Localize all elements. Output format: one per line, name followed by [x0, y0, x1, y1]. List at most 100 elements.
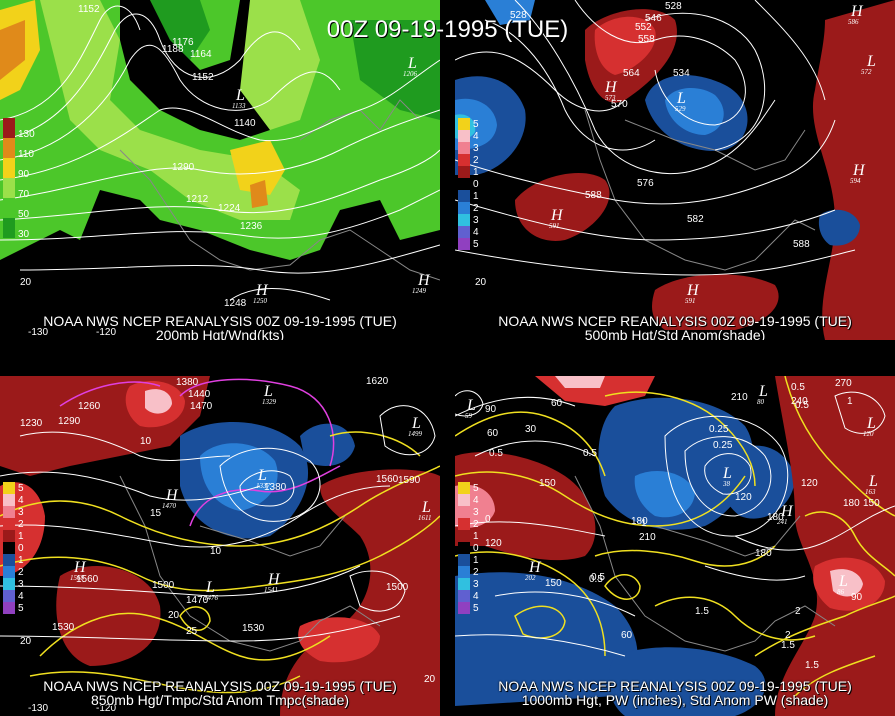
pw-anom-red-east	[775, 376, 895, 716]
contour-label: 1230	[20, 418, 43, 429]
temp-label: 20	[424, 674, 436, 685]
legend-label: 90	[18, 169, 30, 180]
legend-label: 5	[473, 119, 479, 130]
high-low-markers-500: H 573 L 529 H 591 H 591 H 586 L 572 H 59…	[549, 3, 876, 305]
legend-label: 2	[18, 567, 24, 578]
panel-caption-line1: NOAA NWS NCEP REANALYSIS 00Z 09-19-1995 …	[43, 313, 397, 329]
pw-label: 0.5	[589, 574, 603, 585]
high-value: 591	[685, 297, 696, 305]
low-marker: L	[407, 55, 417, 72]
high-value: 1249	[412, 287, 427, 295]
pw-labels-1000: 0.5 0.5 0.25 0.25 0.5 1 1.5 0.5 0.5 1 1.…	[489, 382, 853, 671]
contour-label: 0	[485, 514, 491, 525]
coastline-2	[654, 515, 801, 557]
low-value: 1133	[232, 102, 246, 110]
wind-shade-dark-2	[350, 20, 440, 120]
high-marker: H	[550, 207, 564, 224]
contour-label: 240	[791, 396, 808, 407]
pw-label: 0.5	[791, 382, 805, 393]
legend-label: 3	[18, 507, 24, 518]
legend-label: 1	[473, 191, 479, 202]
contour-label: 1500	[152, 580, 175, 591]
panel-caption-line2: 200mb Hgt/Wnd(kts)	[155, 327, 285, 341]
anom-red-pacific	[515, 172, 610, 241]
high-value: 1250	[253, 297, 268, 305]
contour-label: 1176	[172, 37, 194, 48]
legend-label: 1	[473, 167, 479, 178]
legend-label: 4	[18, 495, 24, 506]
contour-label: 552	[635, 22, 652, 33]
legend-label: 2	[473, 519, 479, 530]
high-value: 594	[850, 177, 861, 185]
high-low-markers-1000: L 59 H 202 L 38 L 80 H 241 L 120 L 86 L …	[465, 383, 878, 596]
contour-label: 180	[767, 512, 784, 523]
legend-label: 2	[473, 155, 479, 166]
legend-label: 4	[473, 591, 479, 602]
low-marker: L	[411, 415, 421, 432]
contour-labels-1000: 90 60 30 150 120 210 180 120 180 150 180…	[485, 378, 880, 641]
height-contours	[0, 5, 440, 301]
low-marker: L	[205, 579, 215, 596]
contour-label: 528	[665, 1, 682, 12]
contour-label: 1260	[78, 401, 101, 412]
contour-label: 1188	[162, 44, 184, 55]
wind-shade-orange-2	[250, 180, 268, 208]
low-value: 1206	[403, 70, 418, 78]
high-value: 241	[777, 518, 788, 526]
anom-red-north-core	[594, 16, 656, 75]
pw-anom-blue-south	[608, 647, 766, 716]
low-value: 1476	[204, 594, 219, 602]
contour-label: 1440	[188, 389, 211, 400]
contour-label: 270	[835, 378, 852, 389]
page-title: 00Z 09-19-1995 (TUE)	[326, 16, 569, 43]
contour-label: 534	[673, 68, 690, 79]
contour-label: 20	[20, 636, 32, 647]
contour-label: 1212	[186, 194, 209, 205]
contour-label: 180	[843, 498, 860, 509]
low-marker: L	[263, 383, 273, 400]
legend-label: 2	[473, 567, 479, 578]
panel-1000mb: 90 60 30 150 120 210 180 120 180 150 180…	[455, 376, 895, 716]
contour-label: 1164	[190, 49, 212, 60]
contour-label: 528	[510, 10, 527, 21]
contour-label: 1470	[186, 595, 209, 606]
temp-label: 25	[186, 626, 198, 637]
low-value: 38	[722, 480, 731, 488]
pw-contours	[455, 376, 895, 697]
contour-label: 180	[755, 548, 772, 559]
contour-label: 120	[735, 492, 752, 503]
coastline-2	[199, 515, 346, 557]
panel-850mb: 1320 1380 1440 1470 1260 1290 1230 1560 …	[0, 376, 440, 716]
contour-label: 1530	[52, 622, 75, 633]
anom-blue-east	[818, 209, 860, 246]
contour-label: 1152	[192, 72, 214, 83]
legend-label: 4	[473, 227, 479, 238]
pw-label: 0.5	[795, 400, 809, 411]
longitude-label: -130	[28, 703, 48, 714]
contour-label: 588	[793, 239, 810, 250]
legend-label: 0	[473, 543, 479, 554]
contour-label: 60	[621, 630, 633, 641]
low-value: 529	[675, 105, 686, 113]
high-value: 202	[525, 574, 536, 582]
high-marker: H	[417, 272, 431, 289]
legend-label: 4	[18, 591, 24, 602]
contour-label: 570	[611, 99, 628, 110]
anom-blue-ne	[300, 423, 355, 466]
contour-label: 1236	[240, 221, 263, 232]
contour-label: 1470	[190, 401, 213, 412]
contour-label: 1380	[264, 482, 287, 493]
legend-label: 5	[473, 483, 479, 494]
panel-caption-line2: 1000mb Hgt, PW (inches), Std Anom PW (sh…	[521, 692, 829, 708]
panel-caption-line1: NOAA NWS NCEP REANALYSIS 00Z 09-19-1995 …	[498, 678, 852, 694]
high-marker: H	[850, 3, 864, 20]
legend-label: 130	[18, 129, 35, 140]
contour-labels-500: 528 546 552 558 528 564 570 534 576 588 …	[475, 1, 810, 288]
legend-label: 3	[473, 143, 479, 154]
pw-anom-blue-east	[720, 445, 795, 519]
map-1000mb: 90 60 30 150 120 210 180 120 180 150 180…	[455, 376, 895, 716]
high-marker: H	[255, 282, 269, 299]
contour-label: 1500	[386, 582, 409, 593]
legend-label: 5	[473, 239, 479, 250]
coastline	[574, 475, 836, 652]
